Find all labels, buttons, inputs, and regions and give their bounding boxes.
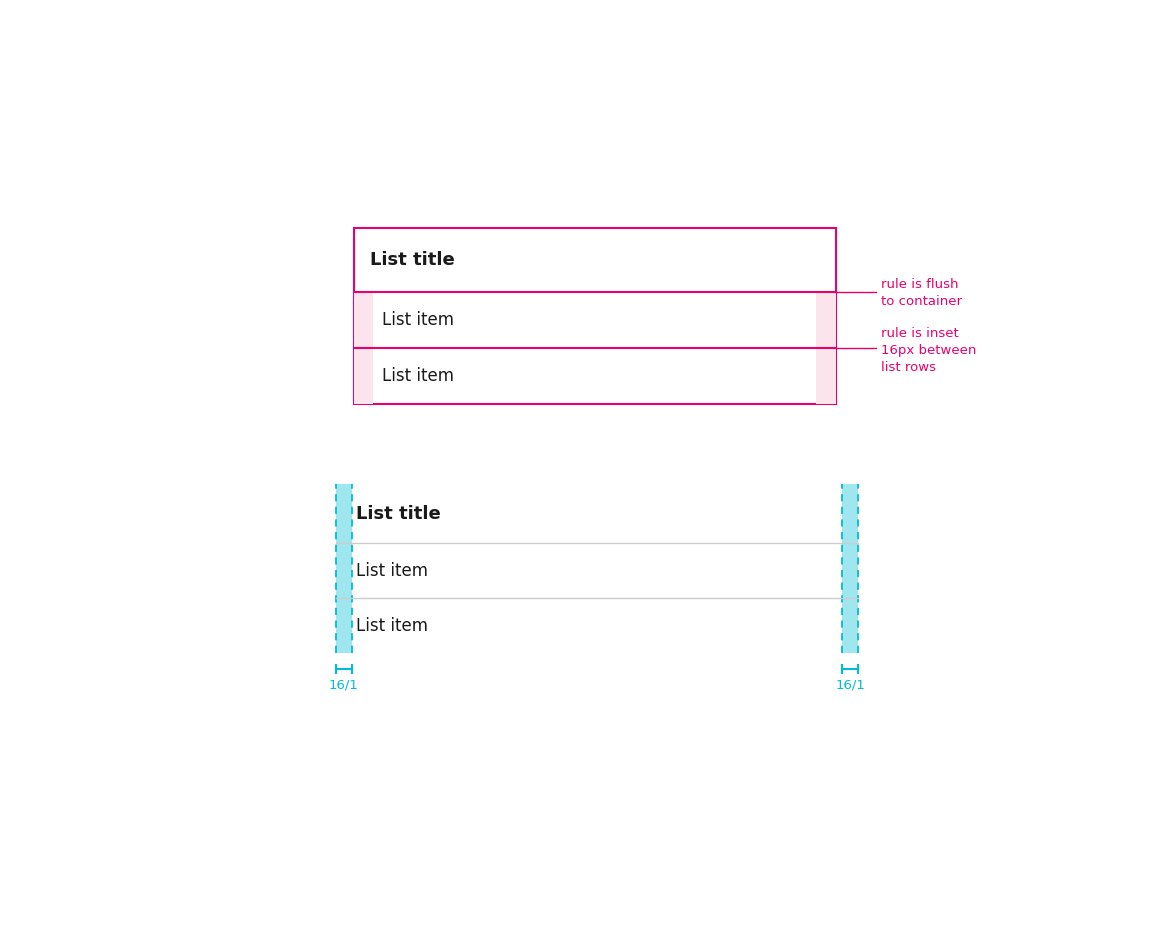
Text: rule is inset
16px between
list rows: rule is inset 16px between list rows <box>880 327 976 374</box>
Bar <box>354 228 836 404</box>
Text: List item: List item <box>356 562 427 580</box>
Bar <box>817 292 836 404</box>
Text: rule is flush
to container: rule is flush to container <box>880 278 962 308</box>
Text: List item: List item <box>382 367 454 385</box>
Bar <box>354 292 373 404</box>
Text: List title: List title <box>370 251 455 269</box>
Text: 16/1: 16/1 <box>835 679 865 692</box>
Text: List title: List title <box>356 505 440 523</box>
Text: List item: List item <box>356 617 427 635</box>
Bar <box>842 485 858 653</box>
Bar <box>336 485 353 653</box>
Text: 16/1: 16/1 <box>329 679 359 692</box>
Text: List item: List item <box>382 311 454 329</box>
